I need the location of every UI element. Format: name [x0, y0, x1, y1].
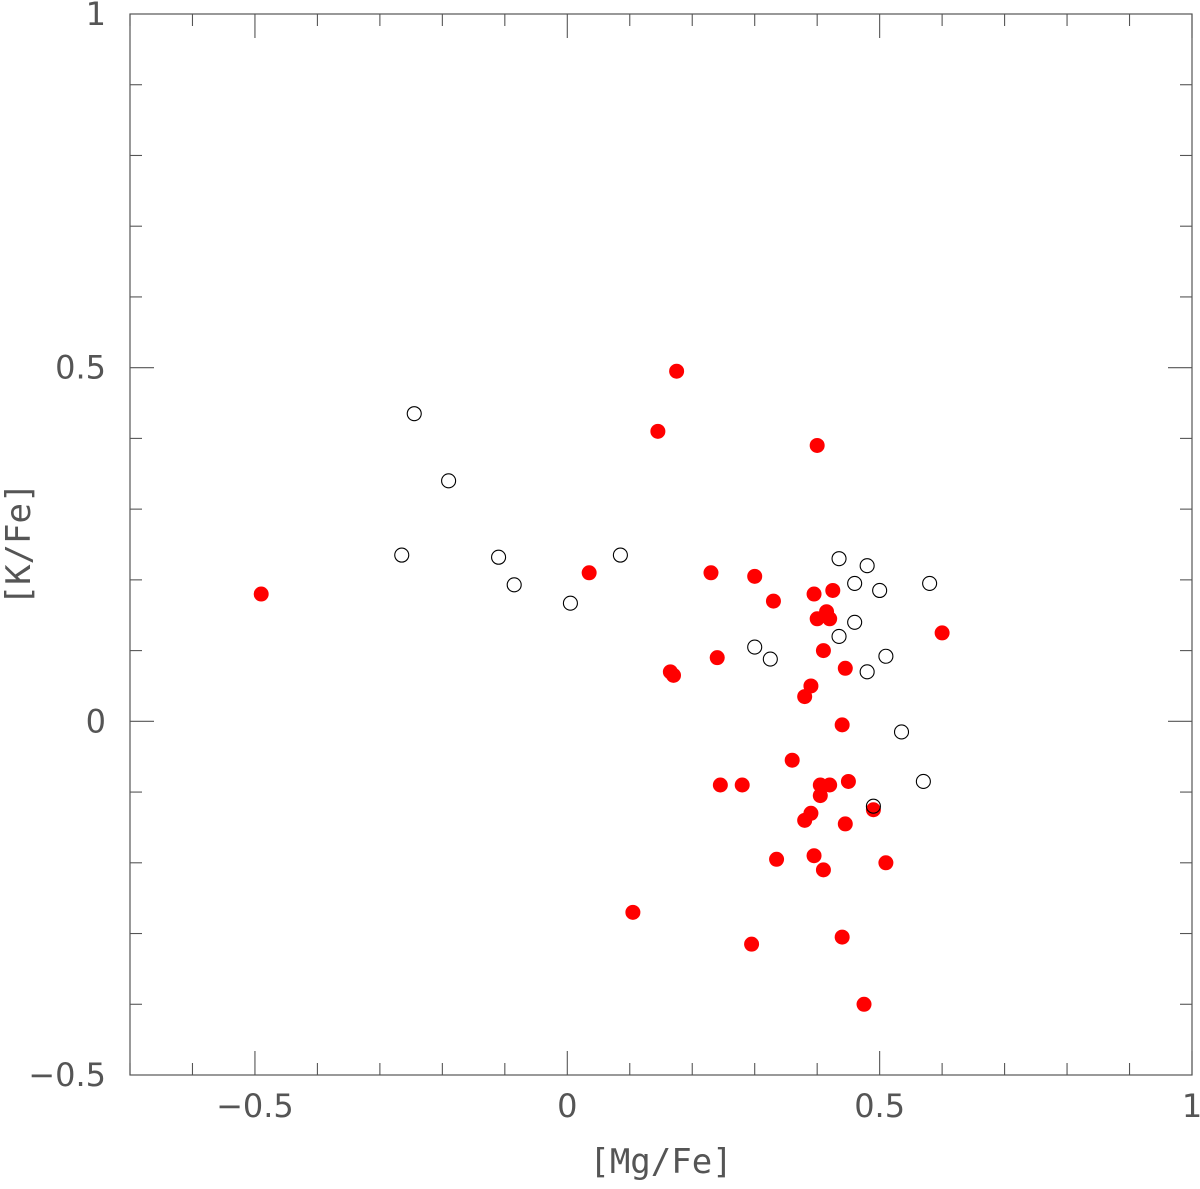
filled-data-point	[650, 423, 666, 439]
filled-data-point	[253, 586, 269, 602]
open-data-point	[762, 651, 778, 667]
filled-data-point	[812, 788, 828, 804]
filled-data-point	[803, 805, 819, 821]
open-data-point	[865, 798, 881, 814]
filled-data-point	[784, 752, 800, 768]
filled-data-point	[703, 565, 719, 581]
open-data-point	[506, 577, 522, 593]
data-points	[253, 363, 950, 1012]
plot-frame	[129, 13, 1193, 1076]
filled-data-point	[934, 625, 950, 641]
tick-marks	[129, 13, 1193, 1076]
filled-data-point	[840, 773, 856, 789]
open-data-point	[859, 558, 875, 574]
open-data-point	[612, 547, 628, 563]
filled-data-point	[669, 363, 685, 379]
open-data-point	[491, 549, 507, 565]
x-tick-label: 0.5	[854, 1087, 905, 1125]
open-data-point	[915, 773, 931, 790]
open-data-point	[872, 582, 888, 599]
filled-data-point	[712, 777, 728, 793]
filled-data-point	[709, 650, 725, 666]
open-data-point	[831, 628, 847, 645]
filled-data-point	[665, 667, 681, 683]
open-data-point	[847, 575, 863, 591]
y-tick-label: 1	[86, 0, 106, 33]
filled-data-point	[856, 996, 872, 1012]
filled-data-point	[878, 855, 894, 871]
filled-data-point	[809, 437, 825, 453]
filled-data-point	[834, 717, 850, 733]
filled-data-point	[625, 904, 641, 920]
filled-data-point	[865, 802, 881, 818]
filled-data-point	[769, 851, 785, 867]
open-data-point	[922, 575, 938, 591]
filled-data-point	[734, 777, 750, 793]
open-data-point	[562, 595, 578, 611]
y-tick-label: −0.5	[28, 1056, 106, 1094]
filled-data-point	[837, 660, 853, 676]
open-data-point	[847, 614, 863, 630]
open-data-point	[859, 664, 875, 680]
filled-data-point	[834, 929, 850, 945]
filled-data-point	[744, 936, 760, 952]
open-data-point	[878, 648, 894, 664]
open-data-point	[441, 473, 457, 489]
filled-data-point	[806, 848, 822, 864]
filled-data-point	[825, 582, 841, 598]
y-tick-label: 0.5	[55, 349, 106, 387]
x-tick-label: −0.5	[216, 1087, 294, 1125]
filled-data-point	[581, 565, 597, 581]
filled-data-point	[806, 586, 822, 602]
axes	[129, 13, 1193, 1076]
filled-data-point	[837, 816, 853, 832]
filled-data-point	[822, 777, 838, 793]
tick-labels: −0.5 0 0.5 1 −0.5 0 0.5 1	[28, 0, 1200, 1125]
x-tick-label: 0	[557, 1087, 577, 1125]
x-axis-label: [Mg/Fe]	[589, 1142, 732, 1182]
x-tick-label: 1	[1182, 1087, 1200, 1125]
open-data-point	[893, 724, 910, 740]
open-data-point	[394, 547, 410, 563]
open-data-point	[831, 551, 847, 567]
filled-data-point	[815, 862, 831, 878]
filled-data-point	[765, 593, 781, 609]
y-tick-label: 0	[86, 702, 106, 740]
y-axis-label: [K/Fe]	[0, 483, 39, 606]
filled-data-point	[815, 643, 831, 659]
filled-data-point	[747, 568, 763, 584]
open-data-point	[747, 639, 763, 655]
filled-data-point	[803, 678, 819, 694]
filled-data-point	[822, 611, 838, 627]
open-data-point	[406, 406, 422, 422]
